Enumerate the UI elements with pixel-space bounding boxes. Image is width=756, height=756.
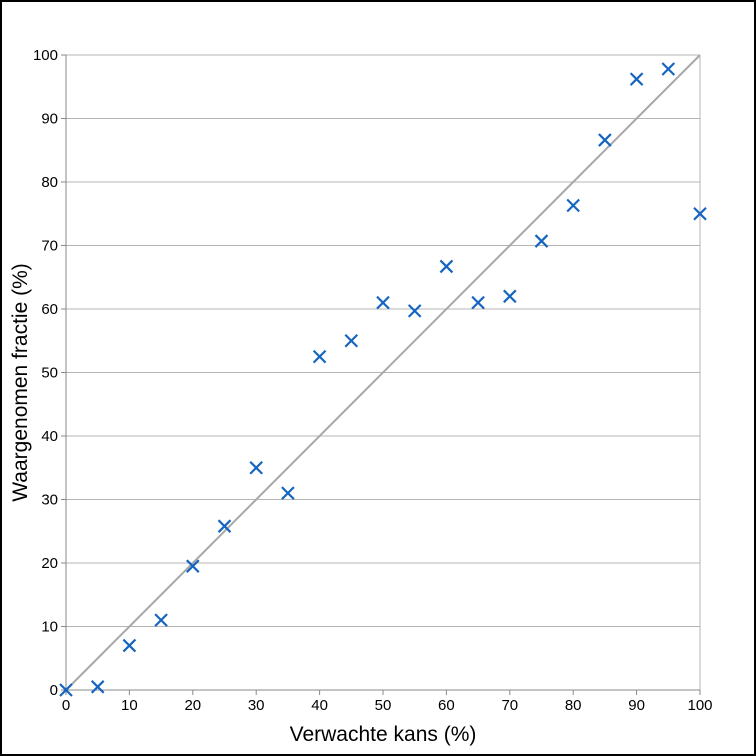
x-tick-label: 40 — [311, 697, 328, 714]
y-tick-label: 40 — [41, 428, 58, 445]
reference-line — [65, 54, 701, 691]
marker-stroke — [90, 680, 105, 694]
marker-stroke — [217, 519, 232, 533]
marker-stroke — [534, 234, 549, 248]
x-tick-label: 20 — [184, 697, 201, 714]
data-point-marker — [312, 349, 327, 364]
data-point-marker — [217, 519, 232, 533]
marker-stroke — [312, 349, 327, 364]
marker-stroke — [59, 683, 73, 697]
marker-stroke — [281, 486, 295, 500]
marker-stroke — [471, 295, 485, 310]
y-tick-label: 90 — [41, 111, 58, 128]
data-point-marker — [693, 206, 707, 221]
marker-stroke — [661, 62, 676, 76]
data-point-marker — [661, 62, 676, 76]
data-point-marker — [534, 234, 549, 248]
marker-stroke — [344, 333, 359, 348]
y-tick-label: 60 — [41, 301, 58, 318]
x-axis-title: Verwachte kans (%) — [290, 723, 477, 746]
data-point-marker — [598, 133, 612, 147]
marker-stroke — [693, 206, 707, 221]
marker-stroke — [598, 133, 612, 147]
y-axis-title: Waargenomen fractie (%) — [9, 263, 32, 501]
marker-stroke — [629, 72, 644, 86]
data-point-marker — [249, 460, 263, 475]
x-tick-labels: 0 10 20 30 40 50 60 70 80 90 100 — [62, 697, 713, 714]
data-point-marker — [503, 289, 517, 304]
data-point-marker — [59, 683, 73, 697]
data-point-marker — [629, 72, 644, 86]
y-tick-label: 10 — [41, 619, 58, 636]
marker-stroke — [503, 289, 517, 304]
data-points — [59, 62, 707, 697]
marker-stroke — [407, 304, 422, 318]
data-point-marker — [439, 259, 454, 274]
data-point-marker — [122, 638, 137, 653]
x-tick-label: 70 — [501, 697, 518, 714]
x-tick-label: 100 — [687, 697, 712, 714]
marker-stroke — [376, 295, 390, 310]
marker-stroke — [566, 198, 580, 213]
y-tick-label: 0 — [50, 682, 58, 699]
data-point-marker — [90, 680, 105, 694]
data-point-marker — [376, 295, 390, 310]
data-point-marker — [407, 304, 422, 318]
x-tick-label: 50 — [375, 697, 392, 714]
y-tick-labels: 0 10 20 30 40 50 60 70 80 90 100 — [33, 47, 58, 699]
y-tick-label: 30 — [41, 492, 58, 509]
y-tick-label: 50 — [41, 365, 58, 382]
data-point-marker — [566, 198, 580, 213]
x-tick-label: 80 — [565, 697, 582, 714]
x-tick-label: 10 — [121, 697, 138, 714]
x-tick-label: 90 — [628, 697, 645, 714]
y-tick-label: 80 — [41, 174, 58, 191]
x-tick-label: 60 — [438, 697, 455, 714]
marker-stroke — [122, 638, 137, 653]
data-point-marker — [154, 613, 168, 627]
marker-stroke — [154, 613, 168, 627]
marker-stroke — [249, 460, 263, 475]
data-point-marker — [471, 295, 485, 310]
data-point-marker — [186, 559, 200, 573]
grid-lines — [66, 54, 700, 627]
data-point-marker — [281, 486, 295, 500]
x-tick-label: 30 — [248, 697, 265, 714]
axes — [61, 54, 701, 695]
marker-stroke — [186, 559, 200, 573]
x-tick-label: 0 — [62, 697, 70, 714]
y-tick-label: 100 — [33, 47, 58, 64]
y-tick-label: 70 — [41, 238, 58, 255]
y-tick-label: 20 — [41, 555, 58, 572]
marker-stroke — [439, 259, 454, 274]
data-point-marker — [344, 333, 359, 348]
